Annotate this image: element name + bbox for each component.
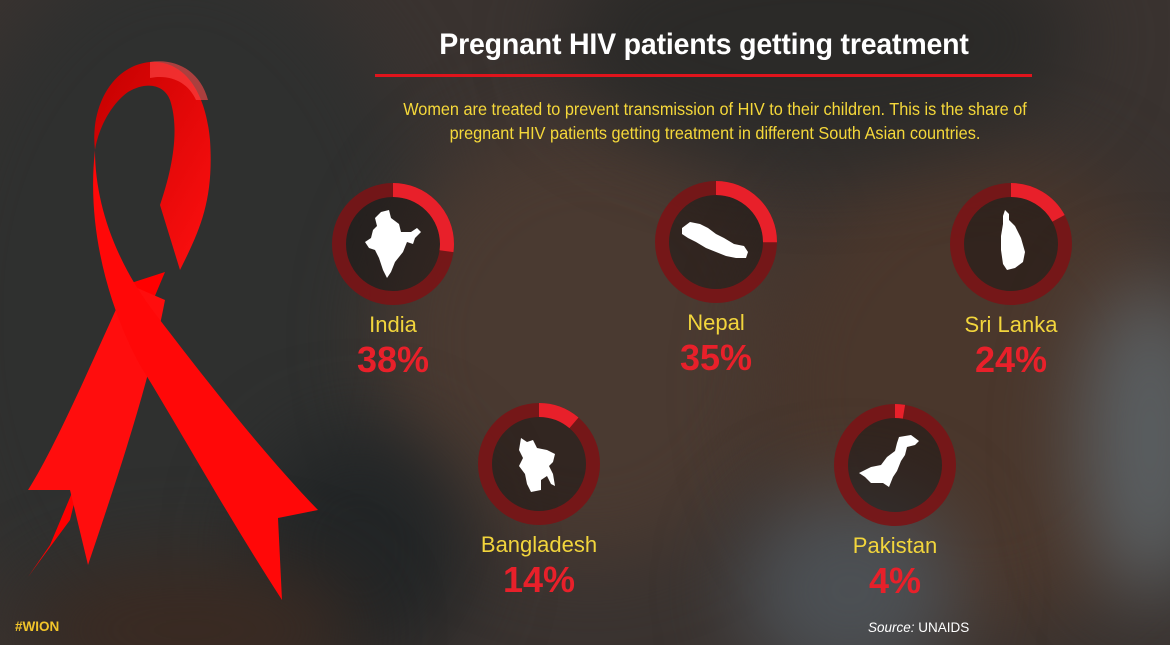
red-awareness-ribbon-icon (28, 61, 318, 600)
chart-subtitle: Women are treated to prevent transmissio… (318, 97, 1112, 145)
progress-ring-pakistan (834, 404, 956, 526)
pakistan-map-icon (859, 435, 919, 487)
subtitle-line-2: pregnant HIV patients getting treatment … (449, 123, 981, 143)
country-card-sri-lanka: Sri Lanka 24% (911, 180, 1111, 380)
source-credit: Source: UNAIDS (868, 620, 969, 635)
country-name-nepal: Nepal (687, 310, 745, 335)
country-name-india: India (369, 312, 417, 337)
hashtag-label: #WION (15, 619, 60, 634)
country-value-sri-lanka: 24% (974, 339, 1048, 380)
progress-ring-sri-lanka (950, 183, 1072, 305)
country-name-pakistan: Pakistan (852, 533, 938, 558)
source-label: Source: (868, 620, 915, 635)
country-value-india: 38% (356, 339, 430, 380)
nepal-map-icon (682, 222, 748, 258)
title-underline (375, 74, 1032, 77)
bangladesh-map-icon (519, 438, 555, 492)
country-card-pakistan: Pakistan 4% (795, 401, 995, 601)
progress-ring-nepal (655, 181, 777, 303)
country-value-bangladesh: 14% (502, 559, 576, 600)
country-card-india: India 38% (293, 180, 493, 380)
country-card-bangladesh: Bangladesh 14% (439, 400, 639, 600)
country-value-nepal: 35% (679, 337, 753, 378)
country-card-nepal: Nepal 35% (616, 178, 816, 378)
sri-lanka-map-icon (1001, 210, 1025, 270)
progress-ring-bangladesh (478, 403, 600, 525)
country-value-pakistan: 4% (868, 560, 922, 601)
chart-title: Pregnant HIV patients getting treatment (439, 28, 969, 61)
subtitle-line-1: Women are treated to prevent transmissio… (403, 99, 1027, 119)
progress-ring-india (332, 183, 454, 305)
country-name-bangladesh: Bangladesh (480, 532, 598, 557)
india-map-icon (365, 210, 421, 278)
source-value: UNAIDS (918, 620, 970, 635)
country-name-sri-lanka: Sri Lanka (964, 312, 1058, 337)
